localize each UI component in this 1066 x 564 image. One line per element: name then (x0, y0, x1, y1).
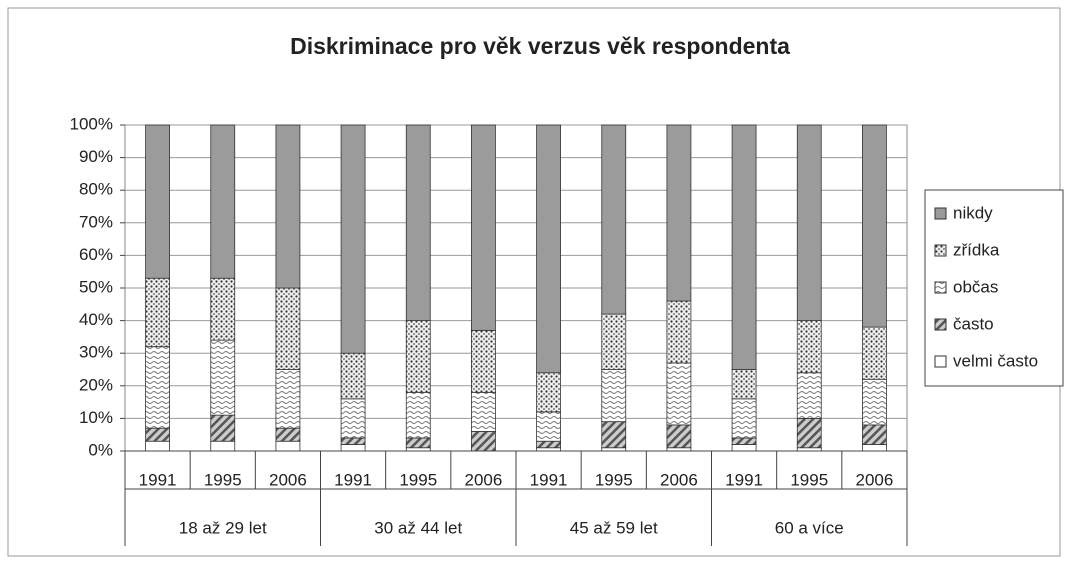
x-tick-label: 1995 (399, 470, 437, 489)
bar-segment (666, 300, 692, 364)
bar-segment (210, 124, 236, 279)
y-tick-label: 20% (79, 375, 113, 394)
bar-segment (275, 440, 301, 452)
bar-segment (862, 378, 887, 426)
bar-segment (340, 437, 366, 445)
group-label: 45 až 59 let (570, 518, 658, 537)
group-label: 18 až 29 let (179, 518, 267, 537)
x-tick-label: 2006 (660, 470, 698, 489)
bar-segment (405, 320, 431, 393)
bar-segment (471, 124, 496, 331)
bar-segment (340, 398, 366, 439)
legend-label: občas (953, 277, 998, 296)
bar-segment (731, 398, 757, 439)
bar-segment (405, 437, 431, 449)
x-tick-label: 1995 (204, 470, 242, 489)
bar-segment (275, 287, 301, 370)
bar-segment (471, 431, 496, 452)
bar-segment (275, 124, 301, 289)
legend-label: zřídka (953, 240, 1000, 259)
x-tick-label: 1995 (790, 470, 828, 489)
legend-label: často (953, 314, 994, 333)
y-tick-label: 80% (79, 180, 113, 199)
bar-segment (601, 313, 627, 370)
x-tick-label: 1991 (334, 470, 372, 489)
bar-segment (210, 414, 236, 442)
bar-segment (145, 124, 170, 279)
bar-segment (796, 124, 822, 322)
bar-segment (340, 124, 366, 354)
y-tick-label: 10% (79, 408, 113, 427)
bar-segment (405, 124, 431, 322)
x-tick-label: 2006 (465, 470, 503, 489)
y-tick-label: 60% (79, 245, 113, 264)
bar-segment (145, 440, 170, 452)
chart-title: Diskriminace pro věk verzus věk responde… (290, 33, 790, 59)
bar-segment (862, 124, 887, 328)
y-tick-label: 40% (79, 310, 113, 329)
legend-box (924, 189, 1064, 387)
legend-swatch (934, 207, 947, 220)
bar-segment (536, 411, 561, 442)
bar-segment (666, 124, 692, 302)
bar-segment (862, 326, 887, 380)
x-tick-label: 2006 (856, 470, 894, 489)
legend-label: nikdy (953, 203, 993, 222)
bar-segment (796, 320, 822, 374)
legend-swatch (934, 318, 947, 331)
y-tick-label: 50% (79, 277, 113, 296)
bar-segment (275, 427, 301, 442)
bar-segment (862, 424, 887, 445)
bar-segment (601, 369, 627, 423)
bar-segment (796, 417, 822, 449)
bar-segment (210, 339, 236, 416)
bar-segment (731, 124, 757, 370)
group-label: 30 až 44 let (374, 518, 462, 537)
x-tick-label: 2006 (269, 470, 307, 489)
bar-segment (666, 362, 692, 426)
y-tick-label: 0% (88, 440, 113, 459)
bar-segment (145, 427, 170, 442)
bar-segment (210, 277, 236, 341)
bar-segment (340, 444, 366, 452)
x-tick-label: 1991 (725, 470, 763, 489)
y-tick-label: 90% (79, 147, 113, 166)
bar-segment (275, 369, 301, 429)
y-tick-label: 30% (79, 343, 113, 362)
bar-segment (405, 391, 431, 439)
bar-segment (210, 440, 236, 452)
bar-segment (471, 391, 496, 432)
bar-segment (731, 437, 757, 445)
legend-swatch (934, 355, 947, 368)
bar-segment (145, 346, 170, 429)
legend-label: velmi často (953, 351, 1038, 370)
bar-segment (601, 124, 627, 315)
bar-segment (340, 352, 366, 400)
y-tick-label: 70% (79, 212, 113, 231)
bar-segment (862, 444, 887, 452)
bar-segment (731, 444, 757, 452)
x-tick-label: 1991 (530, 470, 568, 489)
bar-segment (731, 369, 757, 400)
bar-segment (796, 372, 822, 419)
bar-segment (666, 424, 692, 449)
y-tick-label: 100% (70, 114, 113, 133)
bar-segment (536, 372, 561, 413)
group-label: 60 a více (775, 518, 844, 537)
x-tick-label: 1991 (139, 470, 177, 489)
legend-swatch (934, 281, 947, 294)
bar-segment (536, 124, 561, 374)
bar-segment (145, 277, 170, 348)
bar-segment (601, 421, 627, 449)
bar-segment (536, 440, 561, 449)
x-tick-label: 1995 (595, 470, 633, 489)
bar-segment (471, 329, 496, 393)
legend-swatch (934, 244, 947, 257)
